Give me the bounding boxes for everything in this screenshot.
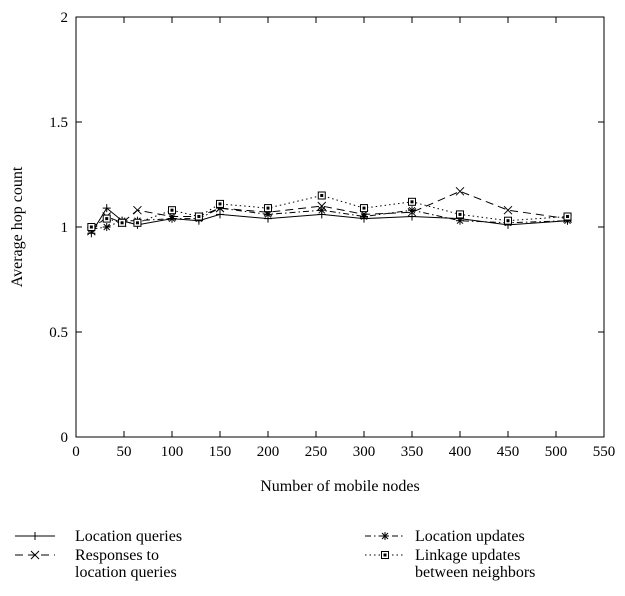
x-tick-label: 550 bbox=[593, 444, 616, 460]
data-point bbox=[455, 186, 465, 196]
data-point bbox=[503, 205, 513, 215]
series-line bbox=[91, 207, 568, 230]
series-line-group bbox=[87, 186, 572, 236]
series-line bbox=[91, 190, 568, 232]
x-tick-label: 300 bbox=[353, 444, 376, 460]
x-tick-label: 100 bbox=[161, 444, 184, 460]
plot-frame bbox=[75, 16, 605, 438]
y-tick-label: 0.5 bbox=[49, 325, 68, 341]
x-tick-label: 450 bbox=[497, 444, 520, 460]
data-point bbox=[194, 212, 203, 221]
data-point bbox=[407, 207, 417, 217]
data-point bbox=[102, 214, 111, 223]
series-line bbox=[90, 207, 568, 234]
x-tick-label: 350 bbox=[401, 444, 424, 460]
legend-label: Location queries bbox=[75, 528, 182, 545]
data-point bbox=[504, 216, 512, 225]
legend-item: Location queries bbox=[15, 528, 182, 545]
legend-label: location queries bbox=[75, 564, 177, 581]
series-group bbox=[87, 186, 572, 238]
data-point bbox=[102, 223, 111, 231]
data-point bbox=[456, 210, 464, 219]
legend-label: Linkage updates bbox=[415, 547, 520, 564]
x-axis-label: Number of mobile nodes bbox=[260, 478, 420, 495]
x-tick-label: 0 bbox=[72, 444, 80, 460]
data-point bbox=[317, 206, 326, 215]
data-point bbox=[563, 212, 572, 221]
data-point bbox=[168, 206, 176, 215]
x-tick-label: 50 bbox=[117, 444, 132, 460]
legend-label: between neighbors bbox=[415, 564, 535, 581]
data-point bbox=[317, 191, 326, 200]
legend-label: Responses to bbox=[75, 547, 159, 564]
series-line-group bbox=[87, 191, 572, 231]
y-axis-label: Average hop count bbox=[9, 166, 26, 287]
data-point bbox=[408, 197, 416, 206]
data-point bbox=[216, 199, 224, 208]
series-line-group bbox=[87, 204, 572, 234]
data-point bbox=[317, 201, 327, 211]
data-point bbox=[87, 223, 96, 231]
x-tick-label: 150 bbox=[209, 444, 232, 460]
data-point bbox=[264, 204, 272, 213]
legend-label: Location updates bbox=[415, 528, 525, 545]
data-point bbox=[118, 218, 127, 227]
x-tick-label: 400 bbox=[449, 444, 472, 460]
data-point bbox=[381, 532, 389, 540]
y-tick-label: 1.5 bbox=[49, 115, 68, 131]
y-tick-label: 2 bbox=[61, 10, 69, 26]
x-tick-label: 500 bbox=[545, 444, 568, 460]
series-line-group bbox=[87, 204, 572, 238]
legend-item: Location updates bbox=[365, 528, 525, 545]
x-tick-label: 200 bbox=[257, 444, 280, 460]
data-point bbox=[133, 218, 142, 227]
tick-labels: 0 50 100 150 200 250 300 350 400 450 500 550 0 0.5 1 1.… bbox=[49, 10, 615, 460]
data-point bbox=[30, 550, 40, 560]
data-point bbox=[133, 205, 142, 215]
data-point bbox=[381, 551, 389, 559]
series-line bbox=[91, 194, 568, 228]
axis-ticks bbox=[75, 16, 605, 438]
data-point bbox=[102, 204, 111, 213]
data-point bbox=[360, 204, 368, 213]
data-point bbox=[31, 532, 39, 540]
x-tick-label: 250 bbox=[305, 444, 328, 460]
y-tick-label: 0 bbox=[61, 430, 69, 446]
y-tick-label: 1 bbox=[61, 220, 69, 236]
